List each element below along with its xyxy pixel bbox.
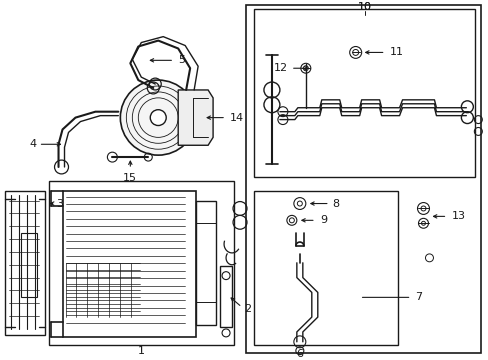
Bar [220,266,232,327]
Text: 9: 9 [319,215,326,225]
Bar [196,201,216,325]
Circle shape [150,110,166,126]
Text: 6: 6 [296,348,303,359]
Text: 3: 3 [57,198,63,208]
Text: 11: 11 [389,48,403,58]
Bar [245,5,480,353]
Text: 8: 8 [332,198,339,208]
Polygon shape [178,90,213,145]
Bar [253,191,397,345]
Circle shape [120,80,196,155]
Bar [20,233,37,297]
Text: 15: 15 [123,173,137,183]
Text: 1: 1 [138,346,144,356]
Text: 5: 5 [178,55,185,65]
Bar [5,191,44,335]
Bar [253,9,474,177]
Bar [48,181,234,345]
Text: 4: 4 [29,139,37,149]
Text: 10: 10 [357,2,371,12]
Text: 14: 14 [229,113,244,123]
Text: 10: 10 [357,2,371,12]
Text: 13: 13 [450,211,465,221]
Text: 2: 2 [244,304,251,314]
Text: 7: 7 [415,292,422,302]
Text: 12: 12 [273,63,287,73]
Bar [62,191,196,337]
